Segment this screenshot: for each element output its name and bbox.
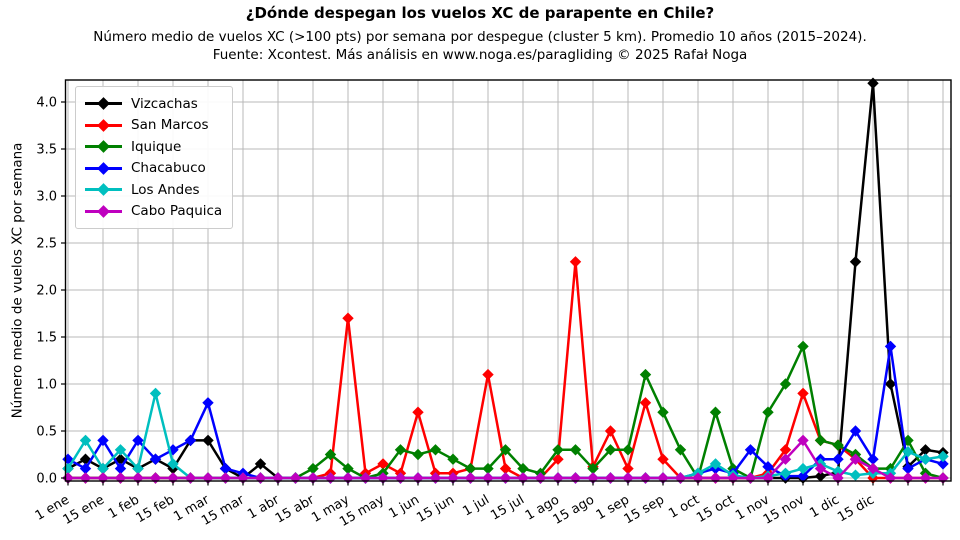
y-tick-label: 2.5: [36, 237, 57, 252]
legend-label: San Marcos: [131, 117, 209, 134]
x-tick-label: 15 nov: [761, 492, 807, 527]
x-tick-label: 15 abr: [273, 492, 318, 526]
legend-item-cabo-paquica: Cabo Paquica: [85, 201, 222, 223]
y-tick-label: 4.0: [36, 96, 57, 111]
chart-subtitle-line2: Fuente: Xcontest. Más análisis en www.no…: [212, 47, 748, 63]
plot-spines: [64, 79, 952, 482]
y-tick-label: 1.5: [36, 331, 57, 346]
x-tick-label: 15 jun: [414, 492, 457, 525]
legend-label: Iquique: [131, 138, 182, 155]
legend-marker-icon: [85, 140, 122, 154]
x-tick-label: 15 jul: [488, 492, 527, 523]
legend-item-vizcachas: Vizcachas: [85, 93, 222, 115]
x-tick-label: 15 dic: [835, 492, 877, 525]
x-tick-label: 15 sep: [622, 492, 667, 527]
legend-item-san-marcos: San Marcos: [85, 115, 222, 137]
legend-label: Chacabuco: [131, 160, 206, 177]
y-tick-label: 2.0: [36, 284, 57, 299]
legend-marker-icon: [85, 161, 122, 175]
legend-label: Vizcachas: [131, 95, 198, 112]
legend-label: Cabo Paquica: [131, 203, 223, 220]
y-tick-label: 0.5: [36, 425, 57, 440]
y-axis: 0.0 0.5 1.0 1.5 2.0 2.5 3.0 3.5 4.0: [36, 96, 66, 487]
legend-item-chacabuco: Chacabuco: [85, 158, 222, 180]
legend-item-los-andes: Los Andes: [85, 179, 222, 201]
y-tick-label: 3.5: [36, 143, 57, 158]
legend: Vizcachas San Marcos Iquique Chacabuco Los A…: [75, 86, 234, 229]
x-tick-label: 1 jul: [460, 492, 492, 519]
chart-title: ¿Dónde despegan los vuelos XC de parapen…: [245, 4, 715, 22]
legend-marker-icon: [85, 204, 122, 218]
legend-marker-icon: [85, 97, 122, 111]
x-tick-label: 15 oct: [694, 492, 737, 525]
legend-label: Los Andes: [131, 181, 200, 198]
legend-marker-icon: [85, 183, 122, 197]
y-tick-label: 1.0: [36, 378, 57, 393]
x-tick-label: 15 feb: [134, 492, 177, 526]
legend-marker-icon: [85, 118, 122, 132]
chart-subtitle-line1: Número medio de vuelos XC (>100 pts) por…: [93, 29, 867, 45]
y-tick-label: 3.0: [36, 190, 57, 205]
legend-item-iquique: Iquique: [85, 136, 222, 158]
x-tick-label: 15 ago: [551, 492, 597, 527]
y-tick-label: 0.0: [36, 472, 57, 487]
